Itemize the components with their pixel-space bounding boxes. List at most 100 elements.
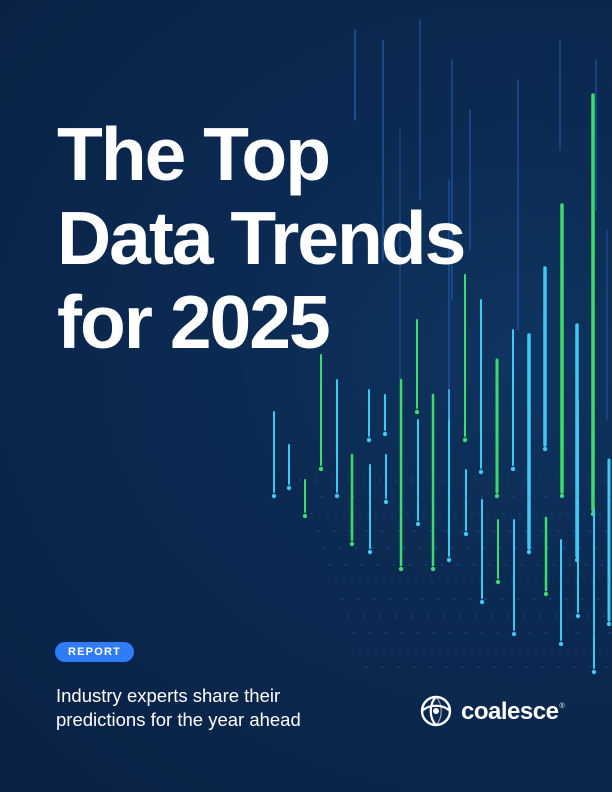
- grid-dot: [603, 479, 605, 481]
- grid-dot: [321, 496, 323, 498]
- grid-dot: [389, 598, 391, 600]
- grid-dot: [427, 615, 429, 617]
- grid-dot: [511, 581, 513, 583]
- grid-dot: [395, 479, 397, 481]
- grid-dot: [427, 479, 429, 481]
- grid-dot: [299, 479, 301, 481]
- data-line-dot-28: [494, 493, 500, 499]
- grid-dot: [399, 581, 401, 583]
- grid-dot: [605, 530, 607, 532]
- grid-dot: [565, 598, 567, 600]
- grid-dot: [471, 649, 473, 651]
- grid-dot: [415, 581, 417, 583]
- data-line-dot-36: [558, 641, 564, 647]
- grid-dot: [577, 632, 579, 634]
- grid-dot: [579, 547, 581, 549]
- grid-dot: [423, 649, 425, 651]
- grid-dot: [371, 547, 373, 549]
- grid-dot: [487, 649, 489, 651]
- grid-dot: [369, 632, 371, 634]
- data-line-dot-34: [543, 591, 549, 597]
- subtitle-line-1: Industry experts share their: [56, 685, 281, 706]
- grid-dot: [395, 615, 397, 617]
- grid-dot: [323, 547, 325, 549]
- data-line-dot-10: [286, 485, 292, 491]
- grid-dot: [397, 666, 399, 668]
- data-line-dot-23: [446, 557, 452, 563]
- grid-dot: [563, 547, 565, 549]
- grid-dot: [589, 666, 591, 668]
- grid-dot: [421, 598, 423, 600]
- grid-dot: [381, 666, 383, 668]
- grid-dot: [595, 547, 597, 549]
- grid-dot: [555, 615, 557, 617]
- grid-dot: [505, 564, 507, 566]
- grid-dot: [559, 581, 561, 583]
- grid-dot: [459, 479, 461, 481]
- grid-dot: [485, 598, 487, 600]
- grid-dot: [499, 547, 501, 549]
- grid-dot: [401, 632, 403, 634]
- grid-dot: [349, 530, 351, 532]
- grid-dot: [495, 581, 497, 583]
- grid-dot: [411, 479, 413, 481]
- grid-dot: [465, 632, 467, 634]
- grid-dot: [609, 632, 611, 634]
- grid-dot: [543, 581, 545, 583]
- grid-dot: [449, 496, 451, 498]
- grid-dot: [363, 479, 365, 481]
- grid-dot: [407, 513, 409, 515]
- grid-dot: [471, 513, 473, 515]
- grid-dot: [609, 496, 611, 498]
- grid-dot: [487, 513, 489, 515]
- grid-dot: [453, 598, 455, 600]
- grid-dot: [585, 564, 587, 566]
- grid-dot: [391, 649, 393, 651]
- grid-dot: [437, 598, 439, 600]
- grid-dot: [357, 598, 359, 600]
- grid-dot: [607, 581, 609, 583]
- grid-dot: [373, 598, 375, 600]
- data-line-dot-24: [462, 437, 468, 443]
- grid-dot: [589, 530, 591, 532]
- data-line-dot-25: [463, 531, 469, 537]
- grid-dot: [379, 479, 381, 481]
- grid-dot: [425, 564, 427, 566]
- title-line-2: Data Trends: [57, 196, 466, 280]
- grid-dot: [361, 564, 363, 566]
- grid-dot: [457, 564, 459, 566]
- grid-dot: [593, 496, 595, 498]
- grid-dot: [405, 598, 407, 600]
- grid-dot: [459, 615, 461, 617]
- grid-dot: [575, 581, 577, 583]
- grid-dot: [435, 547, 437, 549]
- grid-dot: [599, 513, 601, 515]
- data-line-dot-30: [510, 466, 516, 472]
- data-line-dot-29: [495, 579, 501, 585]
- grid-dot: [545, 496, 547, 498]
- grid-dot: [601, 564, 603, 566]
- grid-dot: [413, 530, 415, 532]
- grid-dot: [509, 530, 511, 532]
- grid-dot: [535, 649, 537, 651]
- data-line-dot-9: [271, 493, 277, 499]
- data-line-dot-15: [366, 437, 372, 443]
- grid-dot: [447, 581, 449, 583]
- grid-dot: [343, 513, 345, 515]
- grid-dot: [317, 530, 319, 532]
- grid-dot: [377, 564, 379, 566]
- grid-dot: [353, 496, 355, 498]
- grid-dot: [335, 581, 337, 583]
- grid-dot: [569, 564, 571, 566]
- grid-dot: [365, 530, 367, 532]
- data-line-dot-26: [478, 469, 484, 475]
- grid-dot: [339, 547, 341, 549]
- grid-dot: [583, 649, 585, 651]
- grid-dot: [463, 581, 465, 583]
- grid-dot: [455, 649, 457, 651]
- title-line-3: for 2025: [57, 280, 331, 364]
- grid-dot: [483, 547, 485, 549]
- grid-dot: [523, 479, 525, 481]
